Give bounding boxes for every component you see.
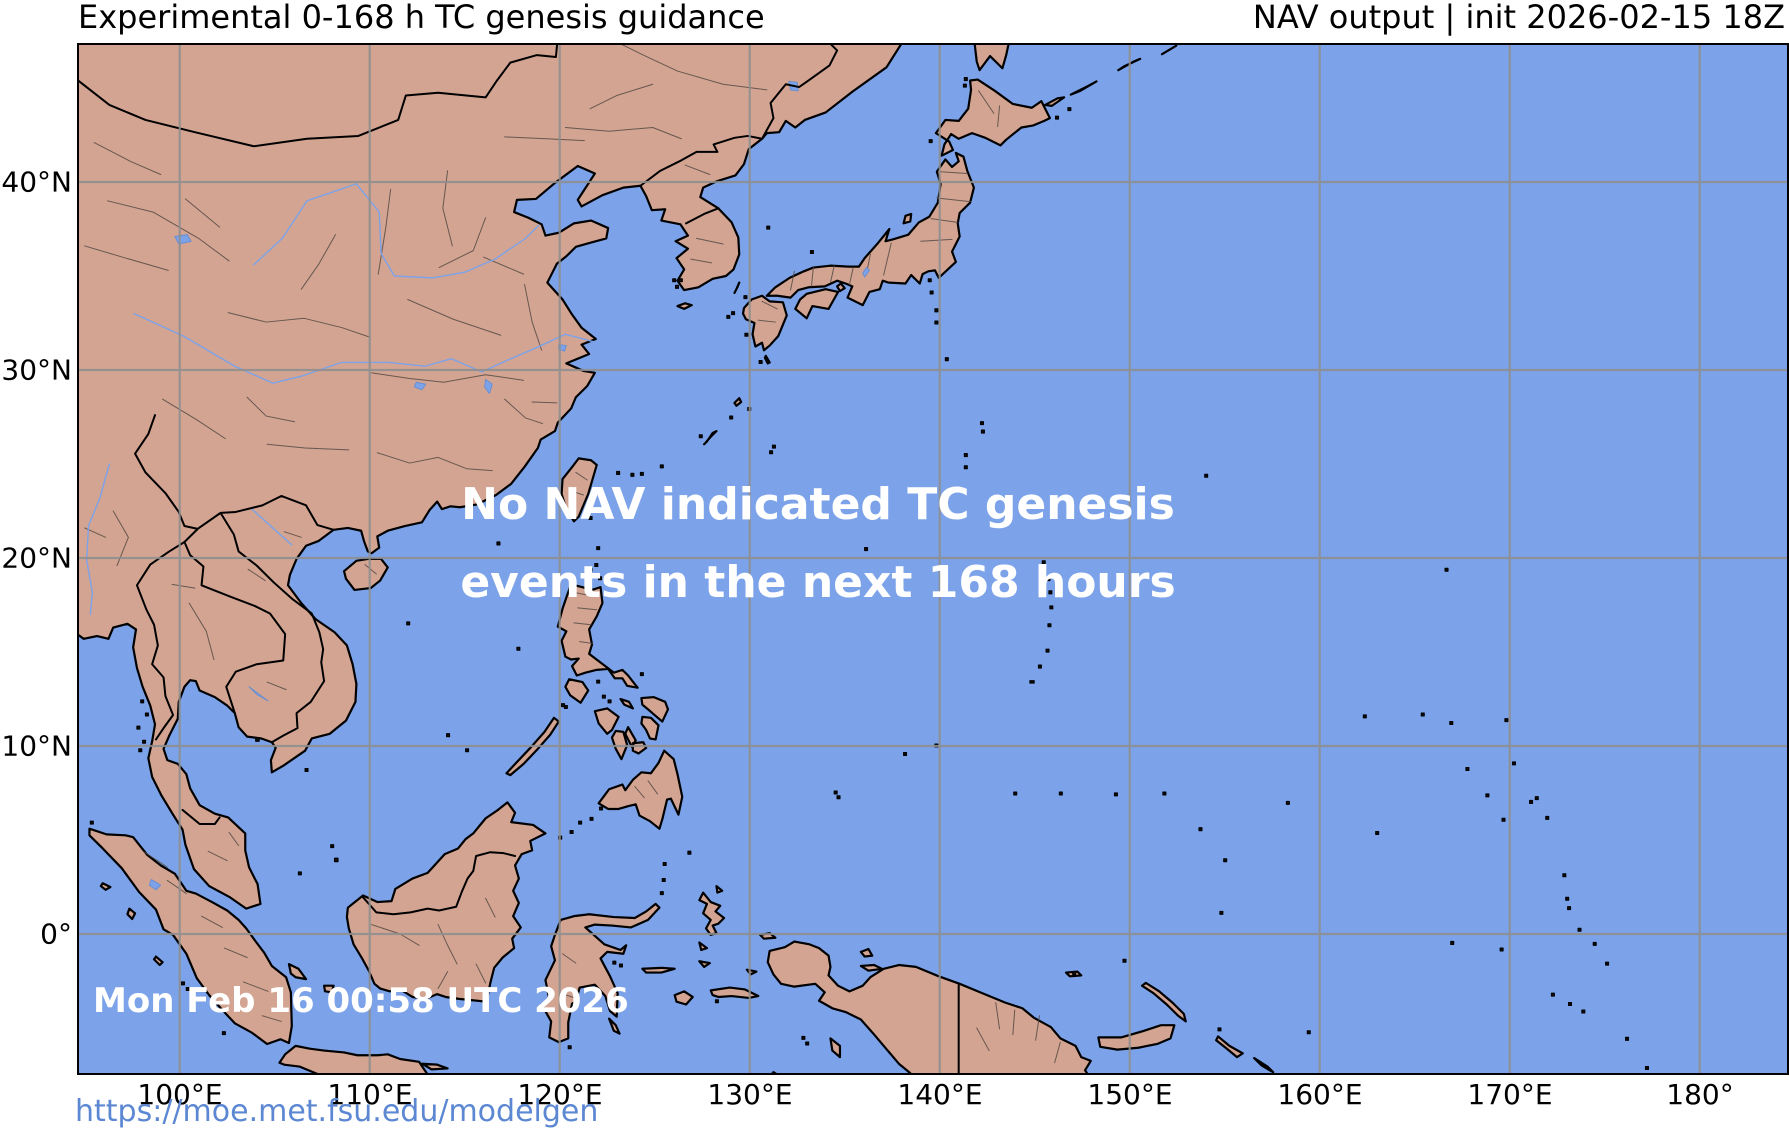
no-genesis-message-line1: No NAV indicated TC genesis: [461, 479, 1175, 530]
country-borders: [79, 45, 959, 1073]
y-tick-label: 40°N: [1, 165, 72, 199]
modelgen-link[interactable]: https://moe.met.fsu.edu/modelgen: [75, 1094, 599, 1129]
lakes: [149, 81, 869, 889]
x-tick-label: 140°E: [897, 1078, 983, 1111]
map-panel: No NAV indicated TC genesis events in th…: [77, 43, 1789, 1075]
y-tick-label: 10°N: [1, 729, 72, 763]
x-tick-label: 170°E: [1467, 1078, 1553, 1111]
figure-title: Experimental 0-168 h TC genesis guidance: [78, 0, 765, 36]
y-tick-label: 30°N: [1, 353, 72, 387]
x-tick-label: 160°E: [1277, 1078, 1363, 1111]
small-islands: [90, 78, 1648, 1070]
y-tick-label: 0°: [40, 917, 72, 951]
x-tick-label: 180°: [1666, 1078, 1734, 1111]
x-tick-label: 100°E: [137, 1078, 223, 1111]
x-tick-label: 120°E: [517, 1078, 603, 1111]
coastline-mainland-asia: [79, 45, 905, 909]
valid-time-stamp: Mon Feb 16 00:58 UTC 2026: [93, 981, 629, 1021]
model-init-label: NAV output | init 2026-02-15 18Z: [1252, 0, 1785, 36]
x-tick-label: 130°E: [707, 1078, 793, 1111]
no-genesis-message-line2: events in the next 168 hours: [460, 557, 1176, 608]
gridlines: [79, 45, 1787, 1073]
x-tick-label: 110°E: [327, 1078, 413, 1111]
x-tick-label: 150°E: [1087, 1078, 1173, 1111]
rivers: [87, 184, 594, 615]
y-tick-label: 20°N: [1, 541, 72, 575]
basemap: [79, 45, 1787, 1073]
